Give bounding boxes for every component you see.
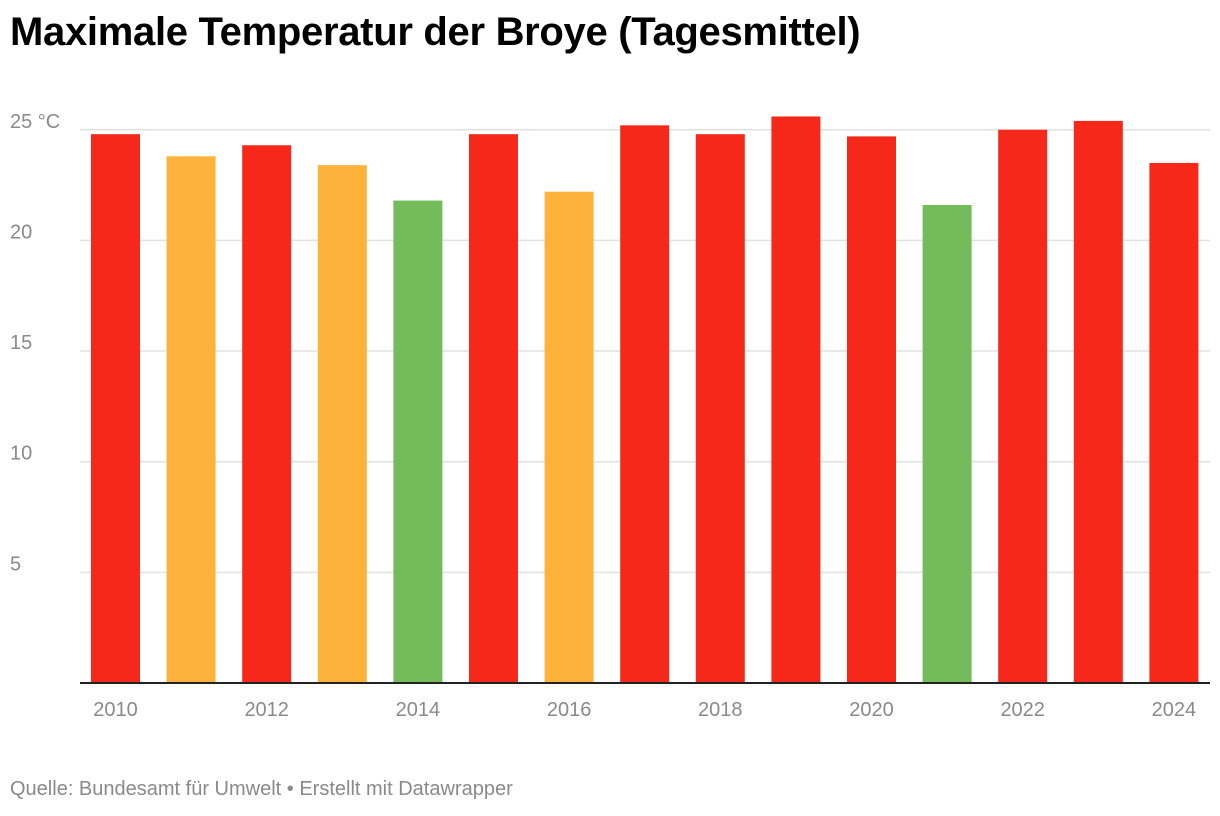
- bar-2019[interactable]: [771, 116, 821, 684]
- x-tick-label: 2010: [93, 699, 138, 721]
- bar-2022[interactable]: [998, 129, 1048, 683]
- bar-2021[interactable]: [922, 204, 972, 683]
- bar-2024[interactable]: [1149, 162, 1199, 683]
- bar-2017[interactable]: [620, 125, 670, 684]
- label-layer: 5 10 15 20 25 °C 2010 2012 2014 2016 2018 2020 2022…: [10, 111, 1196, 721]
- bar-2012[interactable]: [242, 145, 292, 684]
- x-tick-label: 2020: [849, 699, 894, 721]
- bar-2014[interactable]: [393, 200, 443, 684]
- bar-2018[interactable]: [695, 134, 745, 683]
- bar-2015[interactable]: [469, 134, 518, 683]
- y-tick-label: 10: [10, 443, 32, 465]
- y-tick-label: 25 °C: [10, 111, 60, 133]
- x-tick-label: 2014: [396, 699, 441, 721]
- x-tick-label: 2012: [244, 699, 289, 721]
- x-tick-label: 2022: [1000, 699, 1045, 721]
- bar-2010[interactable]: [91, 134, 140, 683]
- y-tick-label: 20: [10, 221, 32, 243]
- bar-2016[interactable]: [544, 191, 594, 684]
- bar-2023[interactable]: [1073, 120, 1123, 683]
- x-tick-label: 2024: [1152, 699, 1197, 721]
- bar-2011[interactable]: [166, 156, 216, 683]
- x-tick-label: 2018: [698, 699, 743, 721]
- source-footer: Quelle: Bundesamt für Umwelt • Erstellt …: [10, 778, 513, 800]
- chart-title: Maximale Temperatur der Broye (Tagesmitt…: [10, 10, 861, 54]
- y-tick-label: 15: [10, 332, 32, 354]
- bar-2020[interactable]: [847, 136, 896, 683]
- bar-layer: [91, 116, 1199, 684]
- bar-2013[interactable]: [317, 165, 367, 683]
- x-tick-label: 2016: [547, 699, 592, 721]
- y-tick-label: 5: [10, 553, 21, 575]
